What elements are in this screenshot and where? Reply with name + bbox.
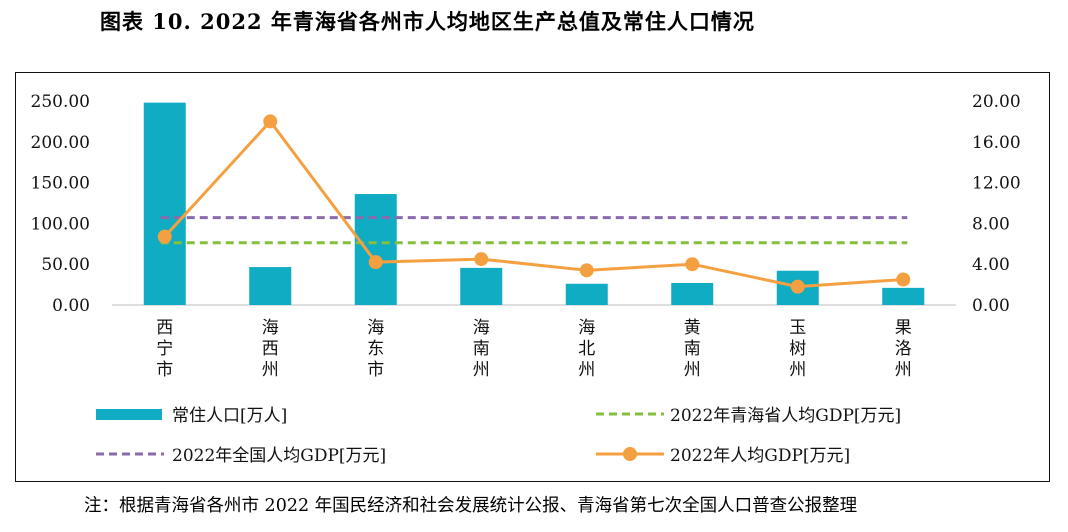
population-bar — [565, 283, 608, 305]
population-bar — [882, 287, 925, 305]
population-bar — [143, 102, 186, 305]
right-axis-tick-label: 4.00 — [972, 255, 1010, 275]
legend-line-marker — [623, 447, 637, 461]
category-label: 玉树州 — [789, 318, 806, 380]
gdp-per-capita-point — [685, 257, 700, 272]
legend-label-national: 2022年全国人均GDP[万元] — [172, 446, 386, 466]
right-axis-tick-label: 0.00 — [972, 296, 1010, 316]
left-axis-tick-label: 250.00 — [31, 92, 90, 112]
right-axis-tick-label: 16.00 — [972, 133, 1021, 153]
left-axis-tick-label: 150.00 — [31, 174, 90, 194]
population-bar — [460, 267, 503, 305]
legend-label-gdp: 2022年人均GDP[万元] — [670, 446, 850, 466]
gdp-per-capita-point — [263, 114, 278, 129]
right-axis-tick-label: 8.00 — [972, 214, 1010, 234]
legend-bar-swatch — [96, 409, 162, 420]
gdp-per-capita-point — [579, 263, 594, 278]
population-bar — [671, 282, 714, 305]
left-axis-tick-label: 100.00 — [31, 214, 90, 234]
gdp-per-capita-point — [790, 279, 805, 294]
category-label: 海东市 — [367, 318, 384, 380]
category-label: 海南州 — [473, 318, 490, 380]
gdp-per-capita-point — [157, 229, 172, 244]
category-label: 西宁市 — [156, 318, 173, 380]
category-label: 果洛州 — [895, 318, 912, 380]
gdp-per-capita-point — [896, 272, 911, 287]
left-axis-tick-label: 0.00 — [52, 296, 90, 316]
left-axis-tick-label: 200.00 — [31, 133, 90, 153]
chart-frame — [15, 72, 1050, 482]
category-label: 黄南州 — [684, 318, 701, 380]
gdp-per-capita-line — [163, 119, 904, 289]
footnote: 注：根据青海省各州市 2022 年国民经济和社会发展统计公报、青海省第七次全国人… — [84, 496, 858, 516]
population-bar — [249, 267, 292, 305]
right-axis-tick-label: 12.00 — [972, 174, 1021, 194]
legend-label-qinghai: 2022年青海省人均GDP[万元] — [670, 406, 901, 426]
gdp-per-capita-point — [474, 252, 489, 267]
chart-title: 图表 10. 2022 年青海省各州市人均地区生产总值及常住人口情况 — [100, 9, 755, 34]
population-bar — [354, 194, 397, 305]
right-axis-tick-label: 20.00 — [972, 92, 1021, 112]
category-label: 海北州 — [578, 318, 595, 380]
category-label: 海西州 — [262, 318, 279, 380]
gdp-per-capita-point — [368, 255, 383, 270]
legend-label-population: 常住人口[万人] — [172, 406, 287, 426]
left-axis-tick-label: 50.00 — [41, 255, 90, 275]
